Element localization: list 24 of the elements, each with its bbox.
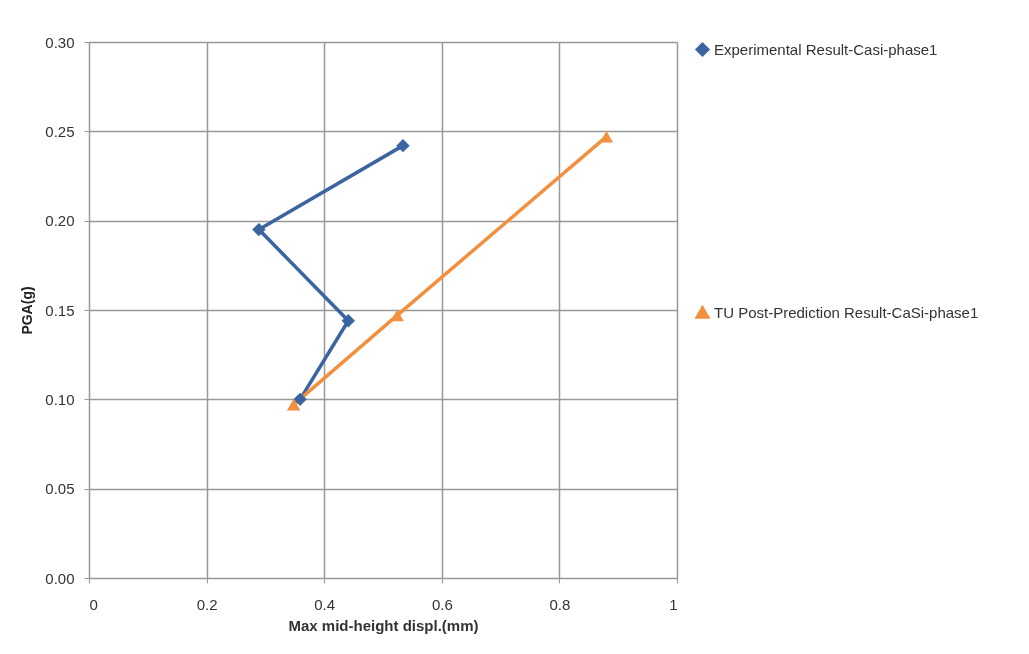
point: [252, 222, 266, 237]
legend-label: TU Post-Prediction Result-CaSi-phase1: [714, 303, 979, 321]
y-tick-label: 0.30: [45, 33, 75, 51]
point: [341, 314, 356, 328]
point: [390, 309, 404, 322]
x-tick-label: 1: [669, 595, 678, 613]
point: [286, 398, 301, 411]
x-tick-label: 0.8: [549, 595, 571, 613]
y-axis-title: PGA(g): [19, 286, 36, 335]
y-tick-label: 0.00: [45, 569, 75, 587]
legend-label: Experimental Result-Casi-phase1: [714, 40, 938, 58]
point: [293, 392, 307, 407]
point: [396, 138, 410, 153]
y-tick-label: 0.25: [45, 122, 75, 140]
y-tick-label: 0.05: [45, 480, 75, 498]
x-axis-title: Max mid-height displ.(mm): [288, 616, 479, 634]
point: [599, 130, 614, 143]
y-tick-label: 0.15: [45, 301, 75, 319]
x-tick-label: 0.4: [314, 595, 336, 613]
x-tick-label: 0.2: [196, 595, 218, 613]
x-tick-label: 0.6: [431, 595, 453, 613]
x-tick-label: 0: [89, 595, 98, 613]
y-tick-label: 0.20: [45, 212, 75, 230]
y-tick-label: 0.10: [45, 390, 75, 408]
